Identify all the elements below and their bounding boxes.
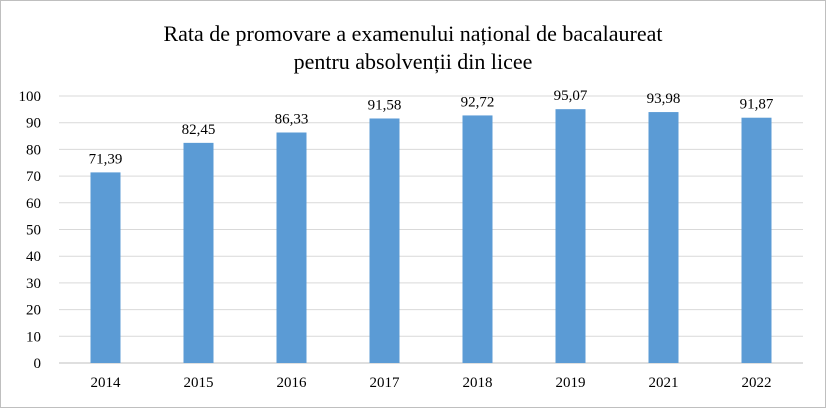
x-category-label: 2015 xyxy=(184,375,214,391)
bar xyxy=(276,132,307,363)
x-category-label: 2017 xyxy=(370,375,401,391)
x-category-label: 2014 xyxy=(91,375,122,391)
data-label: 91,87 xyxy=(740,97,774,113)
x-category-label: 2021 xyxy=(649,375,679,391)
bar xyxy=(555,109,586,363)
y-tick-label: 80 xyxy=(26,142,41,158)
data-label: 92,72 xyxy=(461,94,495,110)
y-tick-label: 40 xyxy=(26,249,41,265)
y-tick-label: 20 xyxy=(26,303,41,319)
bar xyxy=(462,115,493,364)
data-label: 91,58 xyxy=(368,97,402,113)
data-label: 86,33 xyxy=(275,111,309,127)
data-label: 82,45 xyxy=(182,122,216,138)
bar xyxy=(369,118,400,363)
y-tick-label: 90 xyxy=(26,116,41,132)
y-tick-label: 100 xyxy=(19,89,42,105)
x-category-label: 2019 xyxy=(556,375,586,391)
y-tick-label: 10 xyxy=(26,329,41,345)
x-axis-categories: 2014 2015 2016 2017 2018 2019 2021 2022 xyxy=(91,375,772,391)
data-label: 93,98 xyxy=(647,91,681,107)
x-category-label: 2022 xyxy=(742,375,772,391)
chart-title-line-2: pentru absolvenții din licee xyxy=(294,49,533,74)
y-tick-label: 0 xyxy=(34,356,42,372)
data-label: 71,39 xyxy=(89,151,123,167)
y-tick-label: 70 xyxy=(26,169,41,185)
bar xyxy=(741,117,772,364)
bars xyxy=(90,109,772,364)
y-axis-ticks: 0 10 20 30 40 50 60 70 80 90 100 xyxy=(19,89,42,372)
gridlines xyxy=(59,95,803,364)
data-labels: 71,39 82,45 86,33 91,58 92,72 95,07 93,98 91,87 xyxy=(89,88,774,167)
bar xyxy=(90,172,121,363)
x-category-label: 2018 xyxy=(463,375,493,391)
y-tick-label: 50 xyxy=(26,223,41,239)
y-tick-label: 30 xyxy=(26,276,41,292)
chart-title-line-1: Rata de promovare a examenului național … xyxy=(163,21,662,46)
y-tick-label: 60 xyxy=(26,196,41,212)
bar xyxy=(183,142,214,363)
data-label: 95,07 xyxy=(554,88,588,104)
x-category-label: 2016 xyxy=(277,375,308,391)
bar xyxy=(648,112,679,364)
